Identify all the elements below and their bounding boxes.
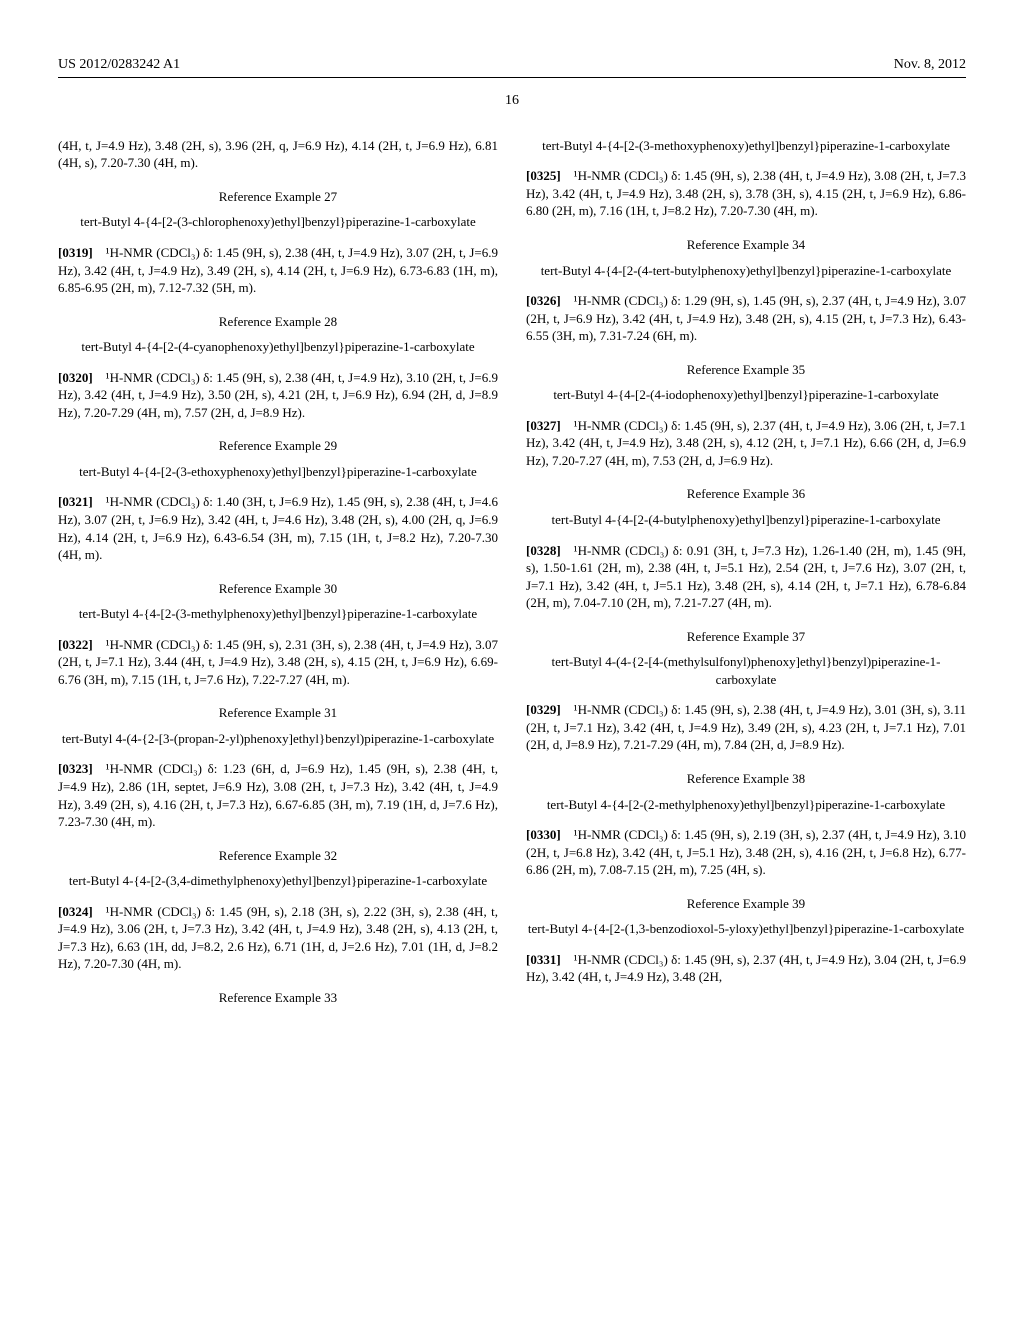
nmr-data: [0322] ¹H-NMR (CDCl₃) δ: 1.45 (9H, s), 2…: [58, 636, 498, 689]
reference-example-heading: Reference Example 28: [58, 313, 498, 331]
compound-name: tert-Butyl 4-{4-[2-(4-tert-butylphenoxy)…: [526, 262, 966, 280]
paragraph-number: [0327]: [526, 418, 561, 433]
nmr-data: [0320] ¹H-NMR (CDCl₃) δ: 1.45 (9H, s), 2…: [58, 369, 498, 422]
nmr-data: [0330] ¹H-NMR (CDCl₃) δ: 1.45 (9H, s), 2…: [526, 826, 966, 879]
compound-name: tert-Butyl 4-{4-[2-(3-methylphenoxy)ethy…: [58, 605, 498, 623]
page-header: US 2012/0283242 A1 Nov. 8, 2012: [58, 56, 966, 78]
paragraph-number: [0323]: [58, 761, 93, 776]
lead-fragment: (4H, t, J=4.9 Hz), 3.48 (2H, s), 3.96 (2…: [58, 137, 498, 172]
paragraph-number: [0328]: [526, 543, 561, 558]
paragraph-number: [0326]: [526, 293, 561, 308]
paragraph-number: [0319]: [58, 245, 93, 260]
nmr-data: [0326] ¹H-NMR (CDCl₃) δ: 1.29 (9H, s), 1…: [526, 292, 966, 345]
reference-example-heading: Reference Example 36: [526, 485, 966, 503]
reference-example-heading: Reference Example 39: [526, 895, 966, 913]
nmr-data: [0324] ¹H-NMR (CDCl₃) δ: 1.45 (9H, s), 2…: [58, 903, 498, 973]
page-number: 16: [58, 92, 966, 111]
compound-name: tert-Butyl 4-{4-[2-(4-cyanophenoxy)ethyl…: [58, 338, 498, 356]
compound-name: tert-Butyl 4-(4-{2-[4-(methylsulfonyl)ph…: [526, 653, 966, 688]
paragraph-number: [0329]: [526, 702, 561, 717]
compound-name: tert-Butyl 4-{4-[2-(3-ethoxyphenoxy)ethy…: [58, 463, 498, 481]
nmr-data: [0319] ¹H-NMR (CDCl₃) δ: 1.45 (9H, s), 2…: [58, 244, 498, 297]
compound-name: tert-Butyl 4-{4-[2-(1,3-benzodioxol-5-yl…: [526, 920, 966, 938]
paragraph-number: [0331]: [526, 952, 561, 967]
reference-example-heading: Reference Example 27: [58, 188, 498, 206]
compound-name: tert-Butyl 4-{4-[2-(3,4-dimethylphenoxy)…: [58, 872, 498, 890]
reference-example-heading: Reference Example 37: [526, 628, 966, 646]
compound-name: tert-Butyl 4-(4-{2-[3-(propan-2-yl)pheno…: [58, 730, 498, 748]
paragraph-number: [0324]: [58, 904, 93, 919]
paragraph-number: [0320]: [58, 370, 93, 385]
reference-example-heading: Reference Example 38: [526, 770, 966, 788]
paragraph-number: [0322]: [58, 637, 93, 652]
publication-date: Nov. 8, 2012: [894, 56, 966, 75]
nmr-data: [0329] ¹H-NMR (CDCl₃) δ: 1.45 (9H, s), 2…: [526, 701, 966, 754]
nmr-data: [0328] ¹H-NMR (CDCl₃) δ: 0.91 (3H, t, J=…: [526, 542, 966, 612]
nmr-data: [0323] ¹H-NMR (CDCl₃) δ: 1.23 (6H, d, J=…: [58, 760, 498, 830]
nmr-data: [0325] ¹H-NMR (CDCl₃) δ: 1.45 (9H, s), 2…: [526, 167, 966, 220]
compound-name: tert-Butyl 4-{4-[2-(3-chlorophenoxy)ethy…: [58, 213, 498, 231]
body-columns: (4H, t, J=4.9 Hz), 3.48 (2H, s), 3.96 (2…: [58, 137, 966, 1007]
reference-example-heading: Reference Example 34: [526, 236, 966, 254]
reference-example-heading: Reference Example 29: [58, 437, 498, 455]
compound-name: tert-Butyl 4-{4-[2-(3-methoxyphenoxy)eth…: [526, 137, 966, 155]
reference-example-heading: Reference Example 30: [58, 580, 498, 598]
reference-example-heading: Reference Example 35: [526, 361, 966, 379]
reference-example-heading: Reference Example 31: [58, 704, 498, 722]
nmr-data: [0327] ¹H-NMR (CDCl₃) δ: 1.45 (9H, s), 2…: [526, 417, 966, 470]
compound-name: tert-Butyl 4-{4-[2-(4-iodophenoxy)ethyl]…: [526, 386, 966, 404]
nmr-data: [0321] ¹H-NMR (CDCl₃) δ: 1.40 (3H, t, J=…: [58, 493, 498, 563]
reference-example-heading: Reference Example 33: [58, 989, 498, 1007]
compound-name: tert-Butyl 4-{4-[2-(2-methylphenoxy)ethy…: [526, 796, 966, 814]
nmr-data: [0331] ¹H-NMR (CDCl₃) δ: 1.45 (9H, s), 2…: [526, 951, 966, 986]
paragraph-number: [0325]: [526, 168, 561, 183]
compound-name: tert-Butyl 4-{4-[2-(4-butylphenoxy)ethyl…: [526, 511, 966, 529]
paragraph-number: [0321]: [58, 494, 93, 509]
publication-number: US 2012/0283242 A1: [58, 56, 180, 75]
paragraph-number: [0330]: [526, 827, 561, 842]
reference-example-heading: Reference Example 32: [58, 847, 498, 865]
